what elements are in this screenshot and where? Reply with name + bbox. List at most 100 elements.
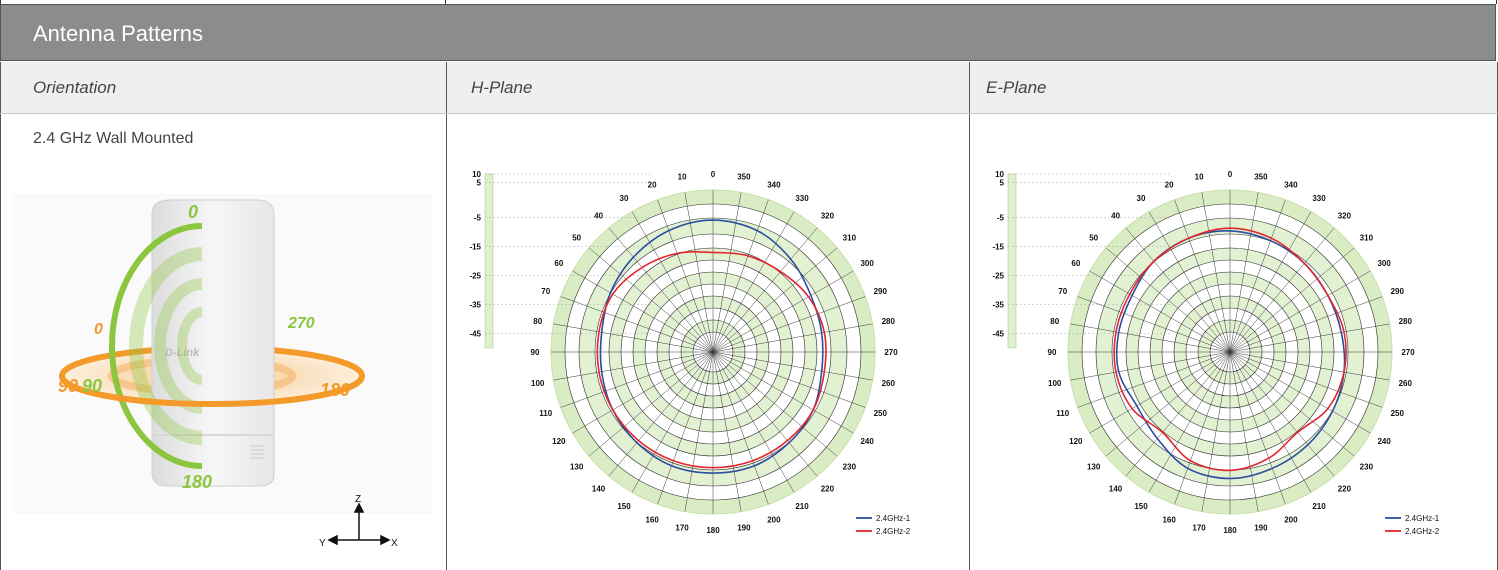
grid-spoke (1229, 247, 1355, 353)
angle-tick-label: 280 (1399, 317, 1413, 326)
grid-spoke (712, 199, 769, 353)
grid-spoke (631, 211, 714, 353)
grid-spoke (712, 351, 742, 512)
grid-spoke (712, 211, 795, 353)
angle-tick-label: 240 (860, 437, 874, 446)
angle-tick-label: 280 (882, 317, 896, 326)
angle-tick-label: 90 (1048, 348, 1057, 357)
angle-tick-label: 60 (554, 259, 563, 268)
scale-label: -35 (469, 301, 481, 310)
angle-tick-label: 120 (552, 437, 566, 446)
angle-tick-label: 290 (1391, 287, 1405, 296)
grid-spoke (712, 270, 854, 353)
grid-spoke (560, 351, 714, 408)
scale-label: -35 (992, 301, 1004, 310)
angle-tick-label: 350 (737, 173, 751, 182)
grid-spoke (712, 323, 873, 353)
grid-spoke (588, 351, 714, 457)
angle-tick-label: 80 (1050, 317, 1059, 326)
grid-spoke (1229, 351, 1335, 477)
polar-grid (550, 189, 876, 515)
grid-spoke (1229, 270, 1371, 353)
scale-bar-track (1007, 173, 1017, 349)
polar-grid (1067, 189, 1393, 515)
angle-tick-label: 310 (1360, 234, 1374, 243)
legend-label: 2.4GHz-2 (876, 527, 911, 536)
angle-tick-label: 20 (1165, 181, 1174, 190)
grid-spoke (684, 351, 714, 512)
axis-x-label: X (391, 538, 398, 549)
grid-spoke (712, 296, 866, 353)
access-point-device (151, 199, 275, 487)
h-plane-cell: 0 10 20 30 40 50 60 70 80 90 100 110 120 130 140 150 160… (446, 114, 969, 570)
angle-tick-label: 130 (1087, 462, 1101, 471)
angle-tick-label: 290 (874, 287, 888, 296)
angle-tick-label: 180 (1223, 526, 1237, 535)
table-top-edge (0, 0, 1498, 4)
angle-tick-label: 210 (795, 502, 809, 511)
angle-tick-label: 320 (821, 212, 835, 221)
grid-spoke (1229, 351, 1312, 493)
green-label-0: 0 (188, 202, 198, 222)
orientation-column-header: Orientation (33, 78, 117, 97)
angle-tick-label: 320 (1338, 212, 1352, 221)
angle-tick-label: 150 (1134, 502, 1148, 511)
grid-spoke (1077, 351, 1231, 408)
grid-spoke (1174, 351, 1231, 505)
orientation-title: 2.4 GHz Wall Mounted (33, 130, 194, 147)
grid-spoke (572, 351, 714, 434)
grid-spoke (1105, 351, 1231, 457)
angle-tick-label: 240 (1377, 437, 1391, 446)
angle-tick-label: 50 (572, 234, 581, 243)
orange-label-180: 180 (320, 380, 350, 400)
angle-tick-label: 10 (1195, 173, 1204, 182)
angle-tick-label: 340 (767, 181, 781, 190)
grid-spoke (712, 351, 795, 493)
scale-label: -15 (469, 243, 481, 252)
axis-indicator (327, 502, 391, 546)
orange-front-arc (59, 375, 365, 407)
angle-tick-label: 150 (617, 502, 631, 511)
angle-tick-label: 20 (648, 181, 657, 190)
angle-tick-label: 130 (570, 462, 584, 471)
device-vent (250, 445, 264, 459)
angle-tick-label: 100 (1048, 379, 1062, 388)
scale-label: -45 (469, 330, 481, 339)
grid-spoke (1229, 211, 1312, 353)
section-header: Antenna Patterns (0, 4, 1496, 61)
grid-spoke (560, 296, 714, 353)
grid-spoke (1229, 227, 1335, 353)
divider (0, 113, 1498, 114)
grid-spoke (712, 351, 854, 434)
scale-label: -5 (997, 214, 1005, 223)
angle-tick-label: 210 (1312, 502, 1326, 511)
angle-tick-label: 110 (539, 409, 552, 418)
angle-tick-label: 120 (1069, 437, 1083, 446)
scale-label: 10 (472, 170, 481, 179)
angle-tick-label: 140 (1109, 484, 1123, 493)
angle-tick-label: 300 (860, 259, 874, 268)
grid-spoke (684, 192, 714, 353)
scale-bar-track (484, 173, 494, 349)
scale-bar: 105 -5 -15 -25 -35 -45 (992, 170, 1170, 349)
angle-tick-label: 330 (795, 194, 809, 203)
grid-spoke (712, 351, 818, 477)
grid-spoke (1229, 351, 1371, 434)
angle-tick-label: 190 (1254, 523, 1268, 532)
grid-spoke (1229, 351, 1390, 381)
angle-tick-label: 30 (620, 194, 629, 203)
scale-label: 5 (477, 179, 482, 188)
angle-tick-label: 220 (1338, 484, 1352, 493)
orange-label-0: 0 (94, 321, 103, 338)
column-header-row: Orientation H-Plane E-Plane (0, 62, 1498, 114)
grid-spoke (1077, 296, 1231, 353)
scale-label: -25 (992, 272, 1004, 281)
grid-spoke (712, 192, 742, 353)
brand-logo: D-Link (165, 347, 200, 359)
angle-tick-label: 110 (1056, 409, 1069, 418)
series-line-2 (596, 251, 827, 469)
scale-label: -5 (474, 214, 482, 223)
pattern-row: 2.4 GHz Wall Mounted (0, 114, 1498, 570)
angle-tick-label: 270 (1401, 348, 1415, 357)
